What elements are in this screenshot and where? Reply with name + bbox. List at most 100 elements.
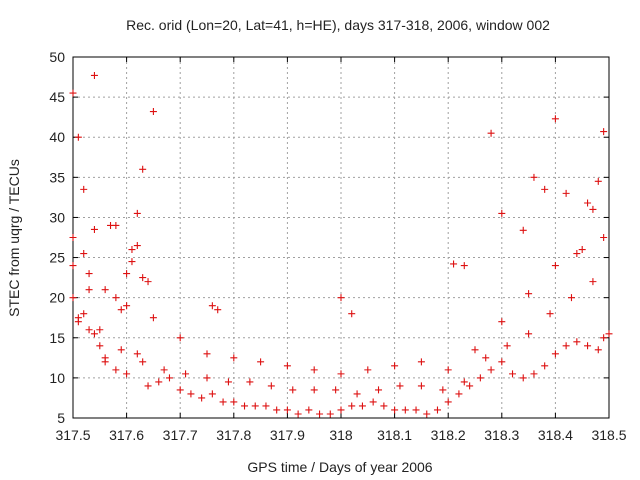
data-point [176,334,184,342]
data-point [509,370,517,378]
data-point [139,165,147,173]
data-point [305,406,313,414]
data-point [112,221,120,229]
data-point [69,89,77,97]
y-axis-label: STEC from uqrg / TECUs [6,159,22,317]
data-point [224,378,232,386]
data-point [460,378,468,386]
data-point [600,128,608,136]
data-point [482,354,490,362]
data-point [530,173,538,181]
y-tick-label: 50 [49,49,65,65]
data-point [417,382,425,390]
data-point [165,374,173,382]
data-point [412,406,420,414]
y-tick-label: 45 [49,89,65,105]
data-point [214,306,222,314]
data-point [562,189,570,197]
x-tick-label: 318.3 [484,427,519,443]
data-point [310,386,318,394]
data-point [74,318,82,326]
data-point [160,366,168,374]
data-point [369,398,377,406]
data-point [337,294,345,302]
data-point [578,246,586,254]
y-axis-ticks: 5 10 15 20 25 30 35 40 45 50 [49,49,609,426]
data-point [348,310,356,318]
data-point [444,366,452,374]
data-point [139,274,147,282]
data-point [433,406,441,414]
data-point [562,342,570,350]
data-point [283,362,291,370]
data-point [460,262,468,270]
data-point [219,398,227,406]
data-point [283,406,291,414]
y-tick-label: 30 [49,209,65,225]
data-point [337,370,345,378]
data-point [551,350,559,358]
data-point [466,382,474,390]
data-point [375,386,383,394]
data-point [551,262,559,270]
data-point [123,370,131,378]
data-point [133,242,141,250]
data-point [112,366,120,374]
y-tick-label: 5 [57,410,65,426]
y-tick-label: 20 [49,290,65,306]
data-point [401,406,409,414]
data-point [353,390,361,398]
x-axis-label: GPS time / Days of year 2006 [247,459,432,475]
data-point [498,358,506,366]
data-point [155,378,163,386]
y-tick-label: 40 [49,129,65,145]
data-point [541,185,549,193]
y-tick-label: 15 [49,330,65,346]
x-tick-label: 317.5 [55,427,90,443]
data-point [101,358,109,366]
data-point [133,209,141,217]
data-point [358,402,366,410]
data-point [85,286,93,294]
data-point [573,338,581,346]
data-point [74,133,82,141]
data-point [176,386,184,394]
data-point [337,406,345,414]
data-point [567,294,575,302]
data-point [90,225,98,233]
x-tick-label: 318.5 [591,427,626,443]
data-point [251,402,259,410]
data-point [208,390,216,398]
y-tick-label: 10 [49,370,65,386]
data-point [262,402,270,410]
data-point [551,115,559,123]
data-point [230,354,238,362]
chart-title: Rec. orid (Lon=20, Lat=41, h=HE), days 3… [126,17,550,33]
data-point [391,362,399,370]
data-point [450,260,458,268]
data-point [487,129,495,137]
data-point [149,314,157,322]
data-point [289,386,297,394]
data-point [396,382,404,390]
data-point [600,334,608,342]
x-tick-label: 318 [329,427,353,443]
data-point [455,390,463,398]
data-point [203,350,211,358]
x-tick-label: 318.1 [377,427,412,443]
data-point [605,330,613,338]
data-point [198,394,206,402]
data-point [69,294,77,302]
data-point [85,326,93,334]
x-tick-label: 317.6 [109,427,144,443]
data-point [594,177,602,185]
data-point [69,234,77,241]
data-point [444,398,452,406]
x-tick-label: 318.2 [431,427,466,443]
data-point [257,358,265,366]
data-point [101,286,109,294]
data-point [498,318,506,326]
data-point [316,410,324,418]
data-point [364,366,372,374]
